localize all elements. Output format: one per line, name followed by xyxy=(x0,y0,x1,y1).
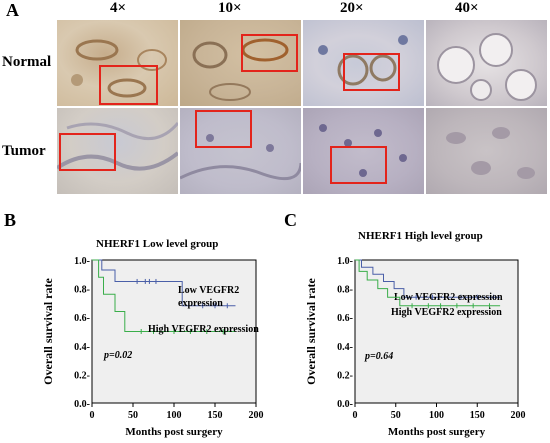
survival-curve-low-vegfr2 xyxy=(92,259,236,307)
chart-title: NHERF1 Low level group xyxy=(96,238,218,250)
y-tick-label: 0.0- xyxy=(74,399,90,410)
chart-title: NHERF1 High level group xyxy=(358,230,483,242)
tissue-texture xyxy=(437,33,537,101)
survival-curve-high-vegfr2 xyxy=(92,259,236,332)
p-value-annotation: p=0.64 xyxy=(364,351,393,362)
x-tick-label: 0 xyxy=(353,410,358,421)
survival-curve-low-vegfr2 xyxy=(355,259,501,298)
series-label: Low VEGFR2 expression xyxy=(394,292,503,303)
x-tick-label: 200 xyxy=(249,410,264,421)
tissue-tile-normal-10x xyxy=(180,20,301,106)
magnification-4x: 4× xyxy=(110,0,127,16)
region-box-tumor-4x xyxy=(59,133,116,171)
region-box-normal-4x xyxy=(99,65,158,105)
x-tick-label: 100 xyxy=(167,410,182,421)
y-tick-label: 0.8- xyxy=(74,285,90,296)
y-tick-label: 0.0- xyxy=(337,399,353,410)
x-axis-label: Months post surgery xyxy=(125,426,223,438)
x-tick-label: 200 xyxy=(511,410,526,421)
panel-a-letter: A xyxy=(6,0,19,20)
tissue-texture xyxy=(192,38,289,101)
tissue-texture xyxy=(71,39,167,98)
y-tick-label: 0.4- xyxy=(337,342,353,353)
y-axis-label: Overall survival rate xyxy=(304,278,318,385)
series-label: Low VEGFR2 xyxy=(178,285,239,296)
tissue-texture xyxy=(319,124,407,177)
series-label: High VEGFR2 expression xyxy=(148,324,259,335)
magnification-20x: 20× xyxy=(340,0,364,16)
y-tick-label: 0.6- xyxy=(337,313,353,324)
panel-c-letter: C xyxy=(284,210,297,230)
y-tick-label: 0.6- xyxy=(74,313,90,324)
panel-b-letter: B xyxy=(4,210,17,230)
y-tick-label: 0.2- xyxy=(74,370,90,381)
y-tick-label: 1.0- xyxy=(74,256,90,267)
y-tick-label: 0.8- xyxy=(337,285,353,296)
tissue-texture xyxy=(446,127,535,179)
x-tick-label: 150 xyxy=(470,410,485,421)
series-label: expression xyxy=(178,298,223,309)
tissue-tile-tumor-10x xyxy=(180,108,301,194)
tissue-tile-tumor-20x xyxy=(303,108,424,194)
row-label-normal: Normal xyxy=(2,54,52,70)
survival-chart-high-nherf1: NHERF1 High level group 0.0- 0.2- 0.4- 0.6- 0… xyxy=(304,230,526,438)
tissue-tile-normal-40x xyxy=(426,20,547,106)
tissue-texture xyxy=(318,35,408,86)
x-tick-label: 50 xyxy=(128,410,138,421)
y-tick-label: 0.4- xyxy=(74,342,90,353)
tissue-tile-tumor-40x xyxy=(426,108,547,194)
magnification-40x: 40× xyxy=(455,0,479,16)
x-tick-label: 0 xyxy=(90,410,95,421)
plot-area xyxy=(354,259,519,404)
x-tick-label: 50 xyxy=(391,410,401,421)
row-label-tumor: Tumor xyxy=(2,143,46,159)
region-box-tumor-10x xyxy=(195,110,252,148)
y-tick-label: 0.2- xyxy=(337,370,353,381)
series-label: High VEGFR2 expression xyxy=(391,307,502,318)
magnification-10x: 10× xyxy=(218,0,242,16)
p-value-annotation: p=0.02 xyxy=(103,350,132,361)
tissue-texture xyxy=(180,134,301,181)
tissue-tile-normal-4x xyxy=(57,20,178,106)
tissue-tile-tumor-4x xyxy=(57,108,178,194)
x-tick-label: 150 xyxy=(208,410,223,421)
x-tick-label: 100 xyxy=(429,410,444,421)
region-box-normal-20x xyxy=(343,53,400,91)
tissue-texture xyxy=(57,122,178,171)
x-axis-label: Months post surgery xyxy=(388,426,486,438)
survival-curve-high-vegfr2 xyxy=(355,259,501,307)
survival-chart-low-nherf1: NHERF1 Low level group 0.0- 0.2- 0.4- 0.6- 0.… xyxy=(41,238,264,438)
region-box-tumor-20x xyxy=(330,146,387,184)
y-tick-label: 1.0- xyxy=(337,256,353,267)
y-axis-label: Overall survival rate xyxy=(41,278,55,385)
region-box-normal-10x xyxy=(241,34,298,72)
tissue-tile-normal-20x xyxy=(303,20,424,106)
